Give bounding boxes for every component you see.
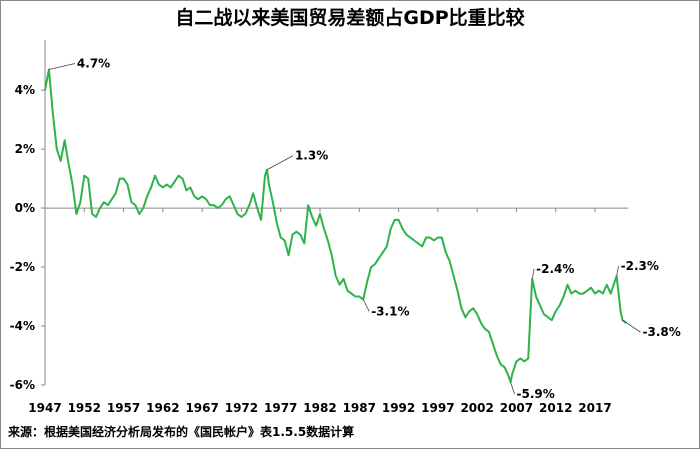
source-note: 来源：根据美国经济分析局发布的《国民帐户》表1.5.5数据计算 — [7, 424, 354, 439]
annotation: -3.8% — [643, 325, 681, 339]
x-tick-label: 2012 — [539, 401, 572, 415]
x-tick-label: 1947 — [28, 401, 61, 415]
x-tick-label: 2017 — [578, 401, 611, 415]
annotation-leader — [510, 381, 515, 395]
annotation: -5.9% — [517, 387, 555, 401]
x-tick-label: 1987 — [343, 401, 376, 415]
annotation-leader — [531, 268, 535, 279]
x-tick-label: 2007 — [500, 401, 533, 415]
annotation: -2.4% — [536, 262, 574, 276]
annotation-leader — [616, 265, 620, 276]
chart-title: 自二战以来美国贸易差额占GDP比重比较 — [175, 6, 524, 29]
annotation-leader — [266, 155, 294, 171]
x-tick-label: 1972 — [225, 401, 258, 415]
annotation: -3.1% — [371, 304, 409, 318]
annotation: 4.7% — [77, 56, 110, 70]
annotation-leader — [362, 299, 370, 312]
y-tick-label: 0% — [15, 201, 35, 215]
x-tick-label: 1982 — [303, 401, 336, 415]
x-tick-label: 1952 — [68, 401, 101, 415]
y-tick-label: -2% — [10, 260, 35, 274]
x-tick-label: 1992 — [382, 401, 415, 415]
x-tick-label: 1967 — [185, 401, 218, 415]
y-tick-label: -6% — [10, 378, 35, 392]
y-tick-label: 4% — [15, 83, 35, 97]
annotation-leader — [48, 63, 76, 70]
x-tick-label: 1997 — [421, 401, 454, 415]
y-tick-label: 2% — [15, 142, 35, 156]
annotation-leader — [622, 319, 641, 333]
x-tick-label: 1957 — [107, 401, 140, 415]
data-line — [44, 68, 628, 384]
x-tick-label: 1962 — [146, 401, 179, 415]
annotation: -2.3% — [621, 259, 659, 273]
x-tick-label: 1977 — [264, 401, 297, 415]
x-tick-label: 2002 — [460, 401, 493, 415]
annotation: 1.3% — [295, 149, 328, 163]
y-tick-label: -4% — [10, 319, 35, 333]
